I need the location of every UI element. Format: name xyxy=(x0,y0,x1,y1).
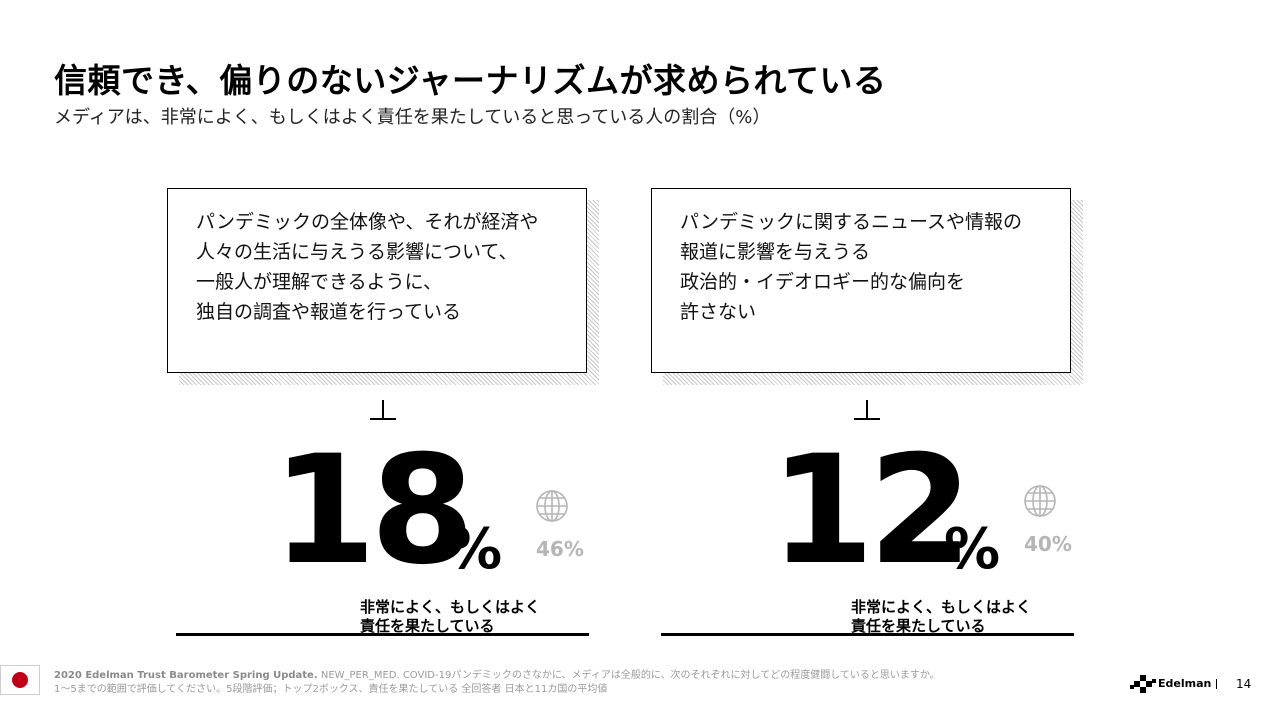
percent-sign-2: % xyxy=(944,517,1001,582)
japan-value-1: 18 xyxy=(272,424,475,598)
statement-text: パンデミックに関するニュースや情報の 報道に影響を与えうる 政治的・イデオロギー… xyxy=(680,207,1022,327)
global-value-2: 40% xyxy=(1024,532,1072,556)
footer-source-text: NEW_PER_MED. COVID-19パンデミックのさなかに、メディアは全般… xyxy=(317,670,940,681)
statement-line: 許さない xyxy=(680,301,757,323)
global-value-1: 46% xyxy=(536,537,584,561)
page-subtitle: メディアは、非常によく、もしくはよく責任を果たしていると思っている人の割合（%） xyxy=(54,107,771,128)
connector-1 xyxy=(370,400,396,420)
statement-line: パンデミックに関するニュースや情報の xyxy=(680,211,1023,233)
footer-source-bold: 2020 Edelman Trust Barometer Spring Upda… xyxy=(54,670,318,681)
edelman-logo: Edelman xyxy=(1130,671,1211,697)
connector-2 xyxy=(854,400,880,420)
statement-card-1: パンデミックの全体像や、それが経済や 人々の生活に与えうる影響について、 一般人… xyxy=(167,188,599,385)
statement-line: パンデミックの全体像や、それが経済や xyxy=(196,211,539,233)
edelman-brand-text: Edelman xyxy=(1158,677,1212,690)
japan-flag-icon xyxy=(0,665,40,695)
metric-label-2: 非常によく、もしくはよく 責任を果たしている xyxy=(851,598,1032,635)
page-number: 14 xyxy=(1236,677,1252,691)
statement-line: 一般人が理解できるように、 xyxy=(196,271,443,293)
metric-label-1: 非常によく、もしくはよく 責任を果たしている xyxy=(360,598,541,635)
footer-separator xyxy=(1216,679,1217,689)
underline-1 xyxy=(176,633,589,636)
statement-line: 政治的・イデオロギー的な偏向を xyxy=(680,271,966,293)
statement-line: 報道に影響を与えうる xyxy=(680,241,871,263)
globe-icon xyxy=(1024,485,1056,517)
statement-line: 人々の生活に与えうる影響について、 xyxy=(196,241,518,263)
card-box: パンデミックの全体像や、それが経済や 人々の生活に与えうる影響について、 一般人… xyxy=(167,188,587,373)
statement-line: 独自の調査や報道を行っている xyxy=(196,301,462,323)
card-box: パンデミックに関するニュースや情報の 報道に影響を与えうる 政治的・イデオロギー… xyxy=(651,188,1071,373)
japan-value-2: 12 xyxy=(770,424,973,598)
footer-source: 2020 Edelman Trust Barometer Spring Upda… xyxy=(54,669,940,697)
underline-2 xyxy=(661,633,1074,636)
percent-sign-1: % xyxy=(446,517,503,582)
page-title: 信頼でき、偏りのないジャーナリズムが求められている xyxy=(54,61,887,100)
edelman-logo-icon xyxy=(1130,675,1156,693)
footer-line2: 1～5までの範囲で評価してください。5段階評価；トップ2ボックス、責任を果たして… xyxy=(54,684,608,695)
statement-text: パンデミックの全体像や、それが経済や 人々の生活に与えうる影響について、 一般人… xyxy=(196,207,538,327)
statement-card-2: パンデミックに関するニュースや情報の 報道に影響を与えうる 政治的・イデオロギー… xyxy=(651,188,1083,385)
globe-icon xyxy=(536,490,568,522)
